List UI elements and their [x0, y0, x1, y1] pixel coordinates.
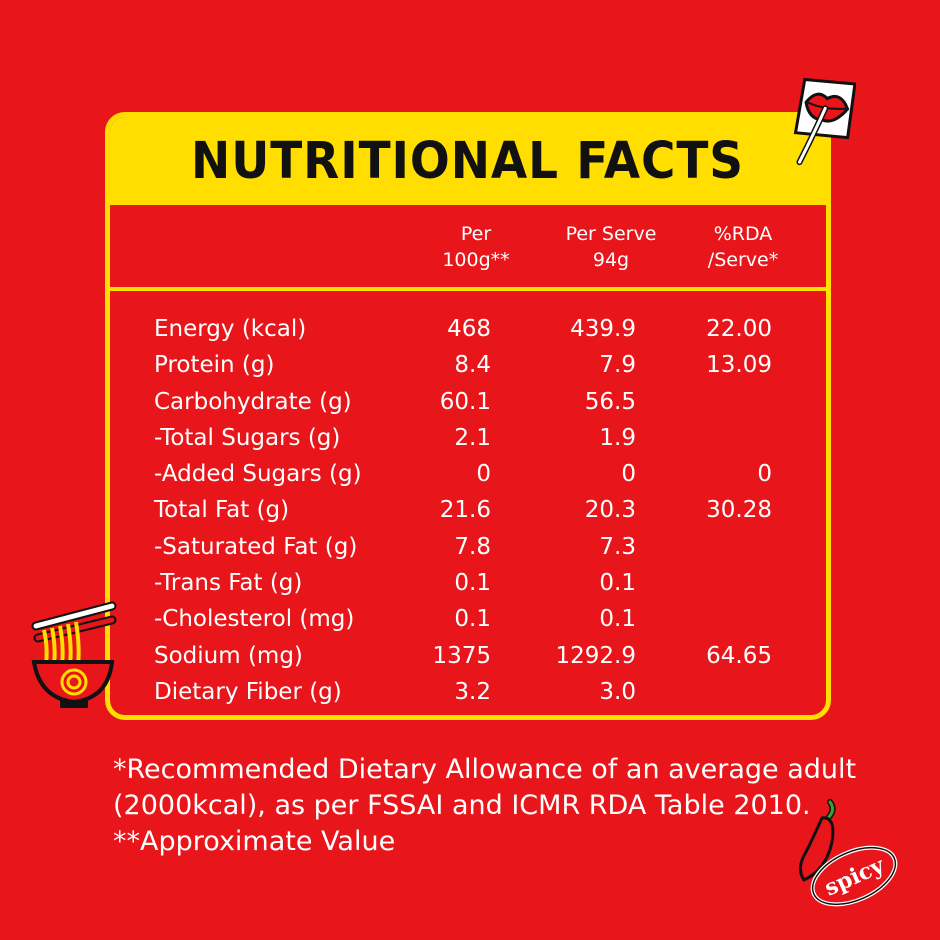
nutrition-table-body: Energy (kcal) 468 439.9 22.00 Protein (g) 8.4… — [110, 311, 826, 710]
column-header-rda: %RDA /Serve* — [707, 223, 779, 271]
nutrient-label: Carbohydrate (g) — [154, 388, 352, 415]
footnote-approx: **Approximate Value — [113, 826, 396, 857]
nutrient-label: -Saturated Fat (g) — [154, 533, 358, 560]
nutrient-label: -Total Sugars (g) — [154, 424, 341, 451]
table-row: Energy (kcal) 468 439.9 22.00 — [110, 311, 826, 347]
nutrient-label: -Cholesterol (mg) — [154, 606, 355, 633]
nutrient-label: Total Fat (g) — [154, 497, 290, 524]
page-title: NUTRITIONAL FACTS — [191, 131, 745, 191]
table-row: -Cholesterol (mg) 0.1 0.1 — [110, 601, 826, 637]
value-per-serve: 0.1 — [599, 606, 636, 633]
value-per-100g: 1375 — [432, 642, 491, 669]
lips-fork-icon — [793, 77, 856, 166]
nutrient-label: Dietary Fiber (g) — [154, 678, 342, 705]
value-per-100g: 21.6 — [439, 497, 491, 524]
value-per-serve: 1292.9 — [555, 642, 636, 669]
value-per-serve: 7.9 — [599, 352, 636, 379]
nutrient-label: -Added Sugars (g) — [154, 461, 362, 488]
value-per-serve: 3.0 — [599, 678, 636, 705]
nutrient-label: Sodium (mg) — [154, 642, 303, 669]
nutrient-label: -Trans Fat (g) — [154, 570, 303, 597]
footnote-source: (2000kcal), as per FSSAI and ICMR RDA Ta… — [113, 790, 811, 821]
value-per-serve: 1.9 — [599, 424, 636, 451]
value-per-100g: 60.1 — [439, 388, 491, 415]
value-per-serve: 0 — [621, 461, 636, 488]
footnotes: *Recommended Dietary Allowance of an ave… — [113, 752, 856, 860]
value-per-serve: 0.1 — [599, 570, 636, 597]
table-row: Protein (g) 8.4 7.9 13.09 — [110, 347, 826, 383]
table-row: -Added Sugars (g) 0 0 0 — [110, 456, 826, 492]
nutrient-label: Protein (g) — [154, 352, 275, 379]
table-header: Per 100g** Per Serve 94g %RDA /Serve* — [110, 205, 826, 287]
value-rda: 13.09 — [706, 352, 772, 379]
table-row: -Trans Fat (g) 0.1 0.1 — [110, 565, 826, 601]
nutrition-panel: NUTRITIONAL FACTS Per 100g** Per Serve 9… — [105, 112, 831, 720]
title-bar: NUTRITIONAL FACTS — [110, 117, 826, 205]
value-per-serve: 439.9 — [570, 316, 636, 342]
value-per-serve: 7.3 — [599, 533, 636, 560]
spicy-chilli-icon: spicy — [799, 799, 898, 907]
header-divider — [110, 287, 826, 291]
value-rda: 30.28 — [706, 497, 772, 524]
nutrient-label: Energy (kcal) — [154, 316, 307, 342]
table-row: Carbohydrate (g) 60.1 56.5 — [110, 384, 826, 420]
footnote-rda: *Recommended Dietary Allowance of an ave… — [113, 754, 857, 785]
column-header-per-100g: Per 100g** — [442, 223, 510, 271]
column-header-per-serve: Per Serve 94g — [565, 223, 657, 271]
table-row: -Saturated Fat (g) 7.8 7.3 — [110, 529, 826, 565]
value-rda: 22.00 — [706, 316, 772, 342]
table-row: Total Fat (g) 21.6 20.3 30.28 — [110, 492, 826, 528]
value-rda: 64.65 — [706, 642, 772, 669]
table-row: Dietary Fiber (g) 3.2 3.0 — [110, 674, 826, 710]
value-per-100g: 468 — [447, 316, 491, 342]
value-per-serve: 20.3 — [584, 497, 636, 524]
value-per-100g: 2.1 — [454, 424, 491, 451]
value-per-100g: 7.8 — [454, 533, 491, 560]
table-row: Sodium (mg) 1375 1292.9 64.65 — [110, 638, 826, 674]
value-per-100g: 0.1 — [454, 606, 491, 633]
noodle-bowl-icon — [31, 601, 117, 708]
table-row: -Total Sugars (g) 2.1 1.9 — [110, 420, 826, 456]
value-per-100g: 8.4 — [454, 352, 491, 379]
value-rda: 0 — [757, 461, 772, 488]
value-per-serve: 56.5 — [584, 388, 636, 415]
value-per-100g: 3.2 — [454, 678, 491, 705]
value-per-100g: 0 — [476, 461, 491, 488]
value-per-100g: 0.1 — [454, 570, 491, 597]
